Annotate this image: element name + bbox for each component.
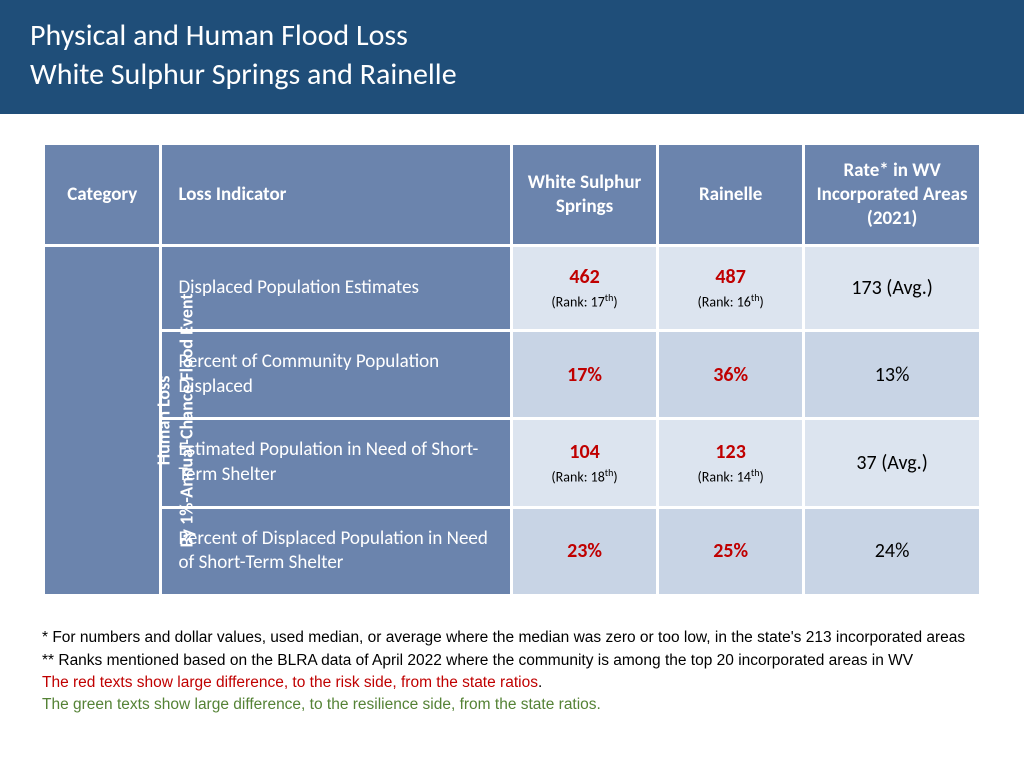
footnote-4: The green texts show large difference, t… <box>42 694 982 716</box>
city1-value: 17% <box>513 332 656 417</box>
rate-value: 173 (Avg.) <box>805 247 979 329</box>
flood-loss-table: Category Loss Indicator White Sulphur Sp… <box>42 142 982 597</box>
indicator-cell: Percent of Displaced Population in Need … <box>162 509 510 594</box>
city2-value: 36% <box>659 332 802 417</box>
footnotes: * For numbers and dollar values, used me… <box>0 597 1024 717</box>
col-city1: White Sulphur Springs <box>513 145 656 244</box>
header-line-2: White Sulphur Springs and Rainelle <box>30 55 994 94</box>
page-header: Physical and Human Flood Loss White Sulp… <box>0 0 1024 114</box>
rate-value: 37 (Avg.) <box>805 420 979 505</box>
city1-rank: (Rank: 18th) <box>527 466 642 486</box>
table-row: Human Loss By 1%-Annual-Chance Flood Eve… <box>45 247 979 329</box>
city2-value: 487 (Rank: 16th) <box>659 247 802 329</box>
header-line-1: Physical and Human Flood Loss <box>30 16 994 55</box>
indicator-cell: Estimated Population in Need of Short-Te… <box>162 420 510 505</box>
footnote-3: The red texts show large difference, to … <box>42 672 982 694</box>
col-city2: Rainelle <box>659 145 802 244</box>
table-header-row: Category Loss Indicator White Sulphur Sp… <box>45 145 979 244</box>
category-cell: Human Loss By 1%-Annual-Chance Flood Eve… <box>45 247 159 594</box>
city1-rank: (Rank: 17th) <box>527 291 642 311</box>
city2-rank: (Rank: 16th) <box>673 291 788 311</box>
rate-value: 24% <box>805 509 979 594</box>
city1-value: 23% <box>513 509 656 594</box>
category-label: Human Loss By 1%-Annual-Chance Flood Eve… <box>153 294 200 548</box>
col-rate: Rate* in WV Incorporated Areas (2021) <box>805 145 979 244</box>
col-indicator: Loss Indicator <box>162 145 510 244</box>
table-container: Category Loss Indicator White Sulphur Sp… <box>0 114 1024 597</box>
city2-value: 25% <box>659 509 802 594</box>
city1-value: 104 (Rank: 18th) <box>513 420 656 505</box>
city2-rank: (Rank: 14th) <box>673 466 788 486</box>
rate-value: 13% <box>805 332 979 417</box>
indicator-cell: Percent of Community Population Displace… <box>162 332 510 417</box>
footnote-1: * For numbers and dollar values, used me… <box>42 627 982 649</box>
city2-value: 123 (Rank: 14th) <box>659 420 802 505</box>
col-category: Category <box>45 145 159 244</box>
indicator-cell: Displaced Population Estimates <box>162 247 510 329</box>
footnote-2: ** Ranks mentioned based on the BLRA dat… <box>42 650 982 672</box>
city1-value: 462 (Rank: 17th) <box>513 247 656 329</box>
